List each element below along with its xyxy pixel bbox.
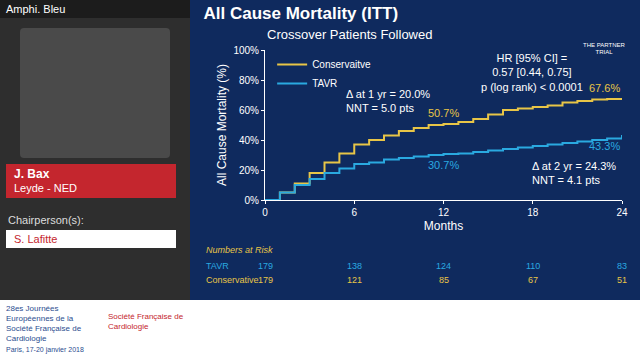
- svg-text:80%: 80%: [239, 75, 259, 86]
- html-text:THE PARTNER TRIAL: THE PARTNER TRIAL: [583, 42, 625, 55]
- svg-text:40%: 40%: [239, 135, 259, 146]
- svg-text:TAVR: TAVR: [206, 261, 229, 271]
- svg-text:67: 67: [528, 275, 538, 285]
- svg-text:18: 18: [527, 207, 539, 218]
- svg-text:Numbers at Risk: Numbers at Risk: [206, 245, 273, 255]
- svg-text:0%: 0%: [245, 195, 260, 206]
- svg-text:67.6%: 67.6%: [589, 82, 620, 94]
- html-text:Amphi. Bleu: Amphi. Bleu: [6, 3, 66, 15]
- svg-text:TAVR: TAVR: [312, 78, 337, 89]
- svg-text:100%: 100%: [233, 45, 259, 56]
- svg-text:179: 179: [258, 261, 273, 271]
- svg-text:HR [95% CI] =0.57 [0.44, 0.75]: HR [95% CI] =0.57 [0.44, 0.75]p (log ran…: [481, 52, 583, 93]
- svg-text:Δ at 1 yr = 20.0%NNT = 5.0 pts: Δ at 1 yr = 20.0%NNT = 5.0 pts: [346, 88, 430, 114]
- svg-text:179: 179: [258, 275, 273, 285]
- svg-text:6: 6: [351, 207, 357, 218]
- svg-text:43.3%: 43.3%: [589, 140, 620, 152]
- svg-text:0: 0: [262, 207, 268, 218]
- svg-text:All Cause Mortality (ITT): All Cause Mortality (ITT): [204, 4, 399, 23]
- svg-text:Δ at 2 yr = 24.3%NNT = 4.1 pts: Δ at 2 yr = 24.3%NNT = 4.1 pts: [532, 160, 616, 186]
- svg-text:50.7%: 50.7%: [428, 107, 459, 119]
- svg-text:124: 124: [436, 261, 451, 271]
- html-text:Société Française de Cardiolog: Société Française de Cardiologie: [108, 312, 184, 331]
- html-text:Paris, 17-20 janvier 2018: Paris, 17-20 janvier 2018: [6, 346, 84, 353]
- svg-text:Conservative: Conservative: [206, 275, 259, 285]
- svg-text:All Cause Mortality (%): All Cause Mortality (%): [215, 64, 229, 186]
- svg-text:121: 121: [347, 275, 362, 285]
- svg-text:Conservaitve: Conservaitve: [312, 59, 371, 70]
- svg-text:138: 138: [347, 261, 362, 271]
- html-text:J. Bax: J. Bax: [14, 167, 50, 181]
- svg-text:20%: 20%: [239, 165, 259, 176]
- html-text:S. Lafitte: S. Lafitte: [14, 233, 58, 245]
- svg-text:110: 110: [526, 261, 540, 271]
- svg-text:12: 12: [438, 207, 450, 218]
- svg-text:83: 83: [617, 261, 627, 271]
- svg-text:51: 51: [617, 275, 627, 285]
- svg-text:Crossover Patients Followed: Crossover Patients Followed: [267, 27, 432, 42]
- svg-text:85: 85: [439, 275, 449, 285]
- html-text:Leyde - NED: Leyde - NED: [14, 182, 77, 194]
- svg-text:60%: 60%: [239, 105, 259, 116]
- html-text:Chairperson(s):: Chairperson(s):: [8, 214, 84, 226]
- svg-text:Months: Months: [424, 219, 463, 233]
- svg-text:30.7%: 30.7%: [428, 159, 459, 171]
- html-text:28es Journées Européennes de l: 28es Journées Européennes de la Société …: [6, 304, 82, 343]
- svg-text:24: 24: [616, 207, 628, 218]
